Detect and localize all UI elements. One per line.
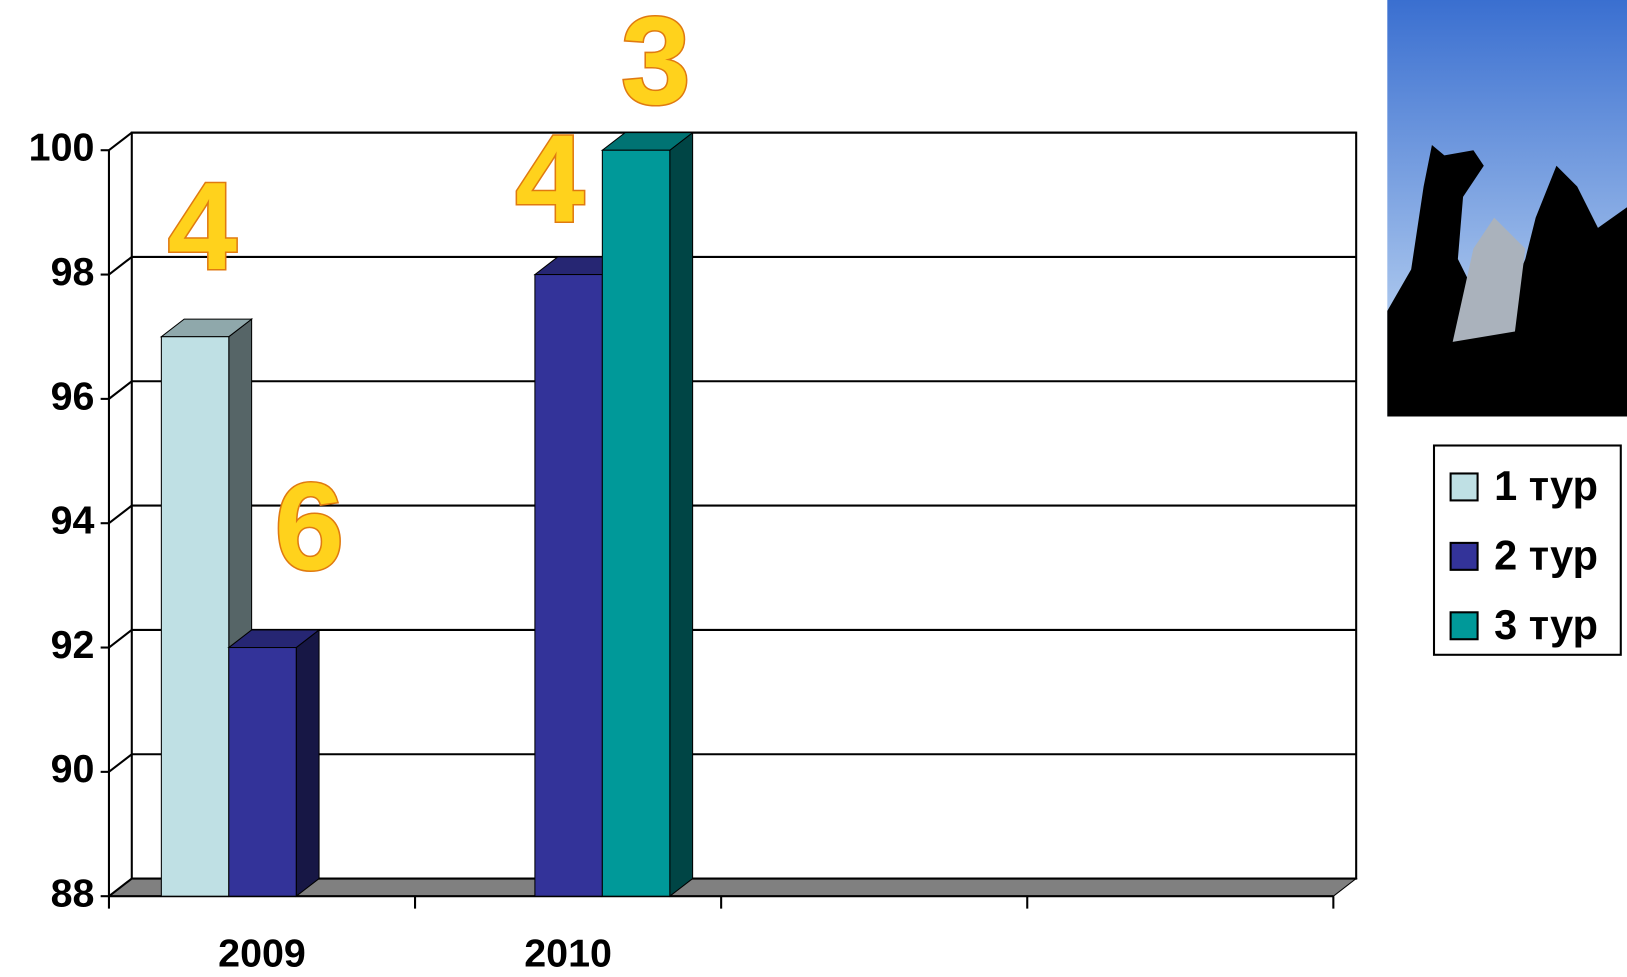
y-tick-label: 90 xyxy=(51,747,95,791)
grid-line xyxy=(108,131,1357,152)
y-tick-label: 98 xyxy=(51,250,95,294)
legend-swatch xyxy=(1449,611,1479,641)
grid-line xyxy=(108,753,1357,773)
y-tick-label: 96 xyxy=(51,374,95,418)
y-tick-label: 92 xyxy=(51,623,95,667)
grid-line xyxy=(108,877,1357,898)
annotation: 3 xyxy=(621,0,690,130)
y-tick-label: 94 xyxy=(51,499,95,543)
legend-swatch xyxy=(1449,472,1479,502)
bar-side xyxy=(669,131,694,898)
grid-line xyxy=(108,504,1357,525)
bar xyxy=(601,149,671,897)
legend: 1 тур 2 тур 3 тур xyxy=(1432,444,1622,656)
legend-label: 3 тур xyxy=(1494,601,1598,648)
annotation: 6 xyxy=(275,458,344,597)
y-tick-label: 88 xyxy=(51,872,95,916)
photo xyxy=(1387,0,1627,417)
bar xyxy=(534,274,603,897)
grid-line xyxy=(108,628,1357,649)
grid-line xyxy=(108,255,1357,276)
legend-label: 1 тур xyxy=(1494,462,1598,509)
legend-label: 2 тур xyxy=(1494,531,1598,578)
bar xyxy=(160,336,230,897)
legend-swatch xyxy=(1449,541,1479,571)
bar xyxy=(228,647,297,897)
y-tick-label: 100 xyxy=(29,126,95,170)
grid-line xyxy=(108,380,1357,400)
x-tick-label: 2010 xyxy=(524,932,612,976)
x-tick-label: 2009 xyxy=(218,932,306,976)
bar-side xyxy=(295,628,320,898)
annotation: 4 xyxy=(168,157,237,296)
annotation: 4 xyxy=(515,109,584,248)
